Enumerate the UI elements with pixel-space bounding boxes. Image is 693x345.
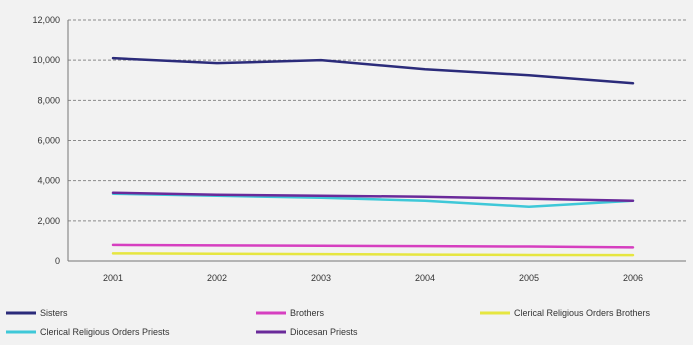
y-tick-label: 12,000 — [32, 15, 60, 25]
y-tick-label: 2,000 — [37, 216, 60, 226]
series-line-clerical-religious-orders-brothers — [111, 252, 635, 257]
x-tick-label: 2004 — [415, 273, 435, 283]
x-tick-label: 2002 — [207, 273, 227, 283]
y-tick-label: 10,000 — [32, 55, 60, 65]
x-tick-label: 2005 — [519, 273, 539, 283]
grid — [68, 19, 686, 222]
legend-label-brothers: Brothers — [290, 308, 325, 318]
y-tick-label: 0 — [55, 256, 60, 266]
series-line-brothers — [111, 243, 635, 249]
legend-label-clerical-religious-orders-priests: Clerical Religious Orders Priests — [40, 327, 170, 337]
legend-label-clerical-religious-orders-brothers: Clerical Religious Orders Brothers — [514, 308, 651, 318]
y-tick-label: 4,000 — [37, 176, 60, 186]
legend-label-diocesan-priests: Diocesan Priests — [290, 327, 358, 337]
legend-label-sisters: Sisters — [40, 308, 68, 318]
series-lines — [111, 56, 635, 257]
series-line-sisters — [111, 56, 635, 85]
x-tick-label: 2001 — [103, 273, 123, 283]
y-tick-label: 8,000 — [37, 95, 60, 105]
x-tick-label: 2003 — [311, 273, 331, 283]
series-line-diocesan-priests — [111, 191, 635, 202]
x-tick-label: 2006 — [623, 273, 643, 283]
legend: Sisters Brothers Clerical Religious Orders… — [6, 308, 651, 337]
axes: 0 2,000 4,000 6,000 8,000 10,000 12,000 2001 200… — [32, 15, 686, 283]
y-tick-label: 6,000 — [37, 136, 60, 146]
